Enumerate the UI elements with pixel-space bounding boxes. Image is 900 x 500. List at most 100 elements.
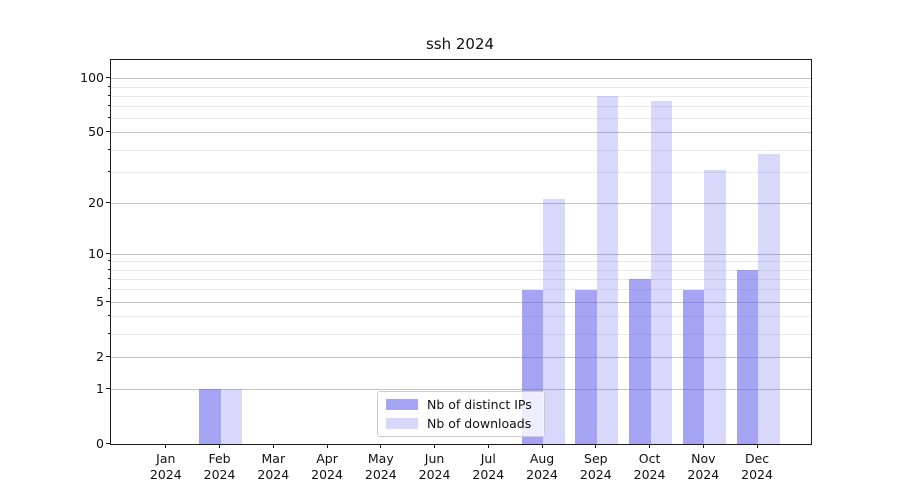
gridline-major bbox=[111, 202, 811, 204]
x-tick-mark bbox=[541, 444, 543, 448]
x-tick-year: 2024 bbox=[741, 467, 773, 482]
x-axis-tick-label: Jan 2024 bbox=[134, 451, 198, 483]
gridline-minor bbox=[111, 269, 811, 271]
bar-oct-distinct-ips bbox=[629, 279, 651, 444]
x-tick-year: 2024 bbox=[364, 467, 397, 482]
chart-title: ssh 2024 bbox=[425, 35, 495, 53]
x-tick-year: 2024 bbox=[149, 467, 182, 482]
bar-sep-downloads bbox=[596, 96, 619, 444]
y-tick-mark bbox=[106, 355, 110, 357]
gridline-major bbox=[111, 253, 811, 255]
x-tick-year: 2024 bbox=[257, 467, 290, 482]
x-tick-year: 2024 bbox=[472, 467, 505, 482]
gridline-minor bbox=[111, 333, 811, 335]
bar-sep-distinct-ips bbox=[575, 289, 597, 444]
x-axis-tick-label: Apr 2024 bbox=[295, 451, 359, 483]
x-axis-tick-label: Oct 2024 bbox=[618, 451, 682, 483]
x-tick-month: Sep bbox=[584, 451, 608, 466]
gridline-minor bbox=[111, 171, 811, 173]
gridline-minor bbox=[111, 149, 811, 151]
x-axis-tick-label: Dec 2024 bbox=[725, 451, 789, 483]
bar-nov-distinct-ips bbox=[682, 289, 705, 444]
y-minor-tick-mark bbox=[108, 268, 110, 270]
legend-swatch-distinct-ips bbox=[386, 399, 418, 410]
y-axis-tick-label: 2 bbox=[96, 348, 104, 364]
gridline-minor bbox=[111, 261, 811, 263]
x-tick-year: 2024 bbox=[526, 467, 558, 482]
gridline-minor bbox=[111, 86, 811, 88]
x-tick-mark bbox=[165, 444, 167, 448]
x-tick-mark bbox=[272, 444, 274, 448]
gridline-major bbox=[111, 78, 811, 80]
y-minor-tick-mark bbox=[108, 170, 110, 172]
x-tick-mark bbox=[326, 444, 328, 448]
bar-feb-downloads bbox=[220, 389, 243, 444]
x-tick-month: Jun bbox=[424, 451, 445, 466]
x-tick-year: 2024 bbox=[633, 467, 666, 482]
gridline-major bbox=[111, 388, 811, 390]
x-tick-mark bbox=[434, 444, 436, 448]
y-minor-tick-mark bbox=[108, 288, 110, 290]
y-tick-mark bbox=[106, 252, 110, 254]
x-tick-mark bbox=[219, 444, 221, 448]
x-axis-tick-label: Sep 2024 bbox=[564, 451, 628, 483]
bar-oct-downloads bbox=[650, 101, 673, 444]
y-minor-tick-mark bbox=[108, 85, 110, 87]
y-minor-tick-mark bbox=[108, 105, 110, 107]
y-tick-mark bbox=[106, 387, 110, 389]
y-axis-tick-label: 50 bbox=[88, 124, 104, 140]
x-tick-mark bbox=[756, 444, 758, 448]
bar-dec-distinct-ips bbox=[736, 270, 759, 444]
legend-entry-downloads: Nb of downloads bbox=[378, 416, 544, 431]
gridline-minor bbox=[111, 106, 811, 108]
plot-area bbox=[110, 59, 812, 445]
legend: Nb of distinct IPs Nb of downloads bbox=[377, 391, 545, 437]
y-minor-tick-mark bbox=[108, 332, 110, 334]
y-tick-mark bbox=[106, 442, 110, 444]
x-axis-tick-label: Aug 2024 bbox=[510, 451, 574, 483]
gridline-minor bbox=[111, 289, 811, 291]
y-minor-tick-mark bbox=[108, 94, 110, 96]
x-axis-tick-label: Nov 2024 bbox=[671, 451, 735, 483]
legend-swatch-downloads bbox=[386, 418, 418, 429]
y-axis-tick-label: 10 bbox=[88, 245, 104, 261]
x-tick-month: May bbox=[367, 451, 394, 466]
x-axis-tick-label: Feb 2024 bbox=[188, 451, 252, 483]
x-tick-mark bbox=[702, 444, 704, 448]
y-tick-mark bbox=[106, 201, 110, 203]
y-minor-tick-mark bbox=[108, 315, 110, 317]
x-axis-tick-label: Jun 2024 bbox=[403, 451, 467, 483]
y-minor-tick-mark bbox=[108, 260, 110, 262]
y-tick-mark bbox=[106, 77, 110, 79]
gridline-minor bbox=[111, 118, 811, 120]
x-tick-mark bbox=[649, 444, 651, 448]
x-tick-year: 2024 bbox=[687, 467, 720, 482]
legend-entry-distinct-ips: Nb of distinct IPs bbox=[378, 397, 544, 412]
x-tick-year: 2024 bbox=[579, 467, 612, 482]
x-tick-month: Nov bbox=[691, 451, 716, 466]
x-tick-mark bbox=[595, 444, 597, 448]
x-tick-year: 2024 bbox=[203, 467, 236, 482]
x-tick-mark bbox=[380, 444, 382, 448]
x-axis-tick-label: May 2024 bbox=[349, 451, 413, 483]
x-tick-month: Apr bbox=[316, 451, 338, 466]
x-tick-year: 2024 bbox=[418, 467, 451, 482]
y-minor-tick-mark bbox=[108, 148, 110, 150]
x-axis-tick-label: Mar 2024 bbox=[241, 451, 305, 483]
bar-aug-downloads bbox=[543, 199, 565, 444]
legend-label-distinct-ips: Nb of distinct IPs bbox=[427, 397, 532, 412]
x-tick-month: Feb bbox=[208, 451, 231, 466]
gridline-major bbox=[111, 356, 811, 358]
x-tick-month: Oct bbox=[638, 451, 661, 466]
gridline-minor bbox=[111, 278, 811, 280]
y-minor-tick-mark bbox=[108, 117, 110, 119]
x-tick-month: Jan bbox=[156, 451, 176, 466]
y-axis-tick-label: 0 bbox=[96, 435, 104, 451]
y-tick-mark bbox=[106, 300, 110, 302]
y-tick-mark bbox=[106, 131, 110, 133]
x-tick-month: Dec bbox=[744, 451, 770, 466]
gridline-minor bbox=[111, 316, 811, 318]
x-axis-tick-label: Jul 2024 bbox=[456, 451, 520, 483]
bar-nov-downloads bbox=[704, 169, 726, 444]
